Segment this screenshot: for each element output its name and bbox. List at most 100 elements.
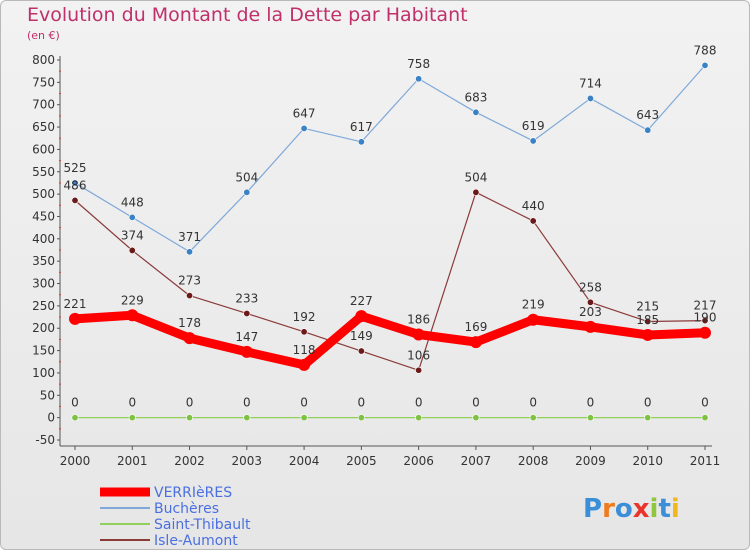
data-label: 0 [701, 396, 709, 410]
data-label: 788 [694, 43, 717, 57]
data-label: 504 [235, 170, 258, 184]
series-point [472, 188, 480, 196]
series-point [701, 61, 709, 69]
data-label: 486 [64, 178, 87, 192]
series-point [586, 414, 594, 422]
x-tick-label: 2001 [117, 454, 148, 468]
data-label: 647 [293, 106, 316, 120]
legend-label: VERRIèRES [154, 485, 232, 501]
series-point [644, 318, 652, 326]
data-label: 448 [121, 195, 144, 209]
series-point [243, 309, 251, 317]
series-line-3 [74, 191, 706, 371]
series-point [186, 414, 194, 422]
series-point [243, 414, 251, 422]
x-tick-label: 2009 [575, 454, 606, 468]
series-point [527, 313, 540, 326]
data-label: 258 [579, 280, 602, 294]
logo-letter: P [583, 494, 602, 524]
series-point [472, 108, 480, 116]
series-line-0 [70, 310, 710, 370]
data-label: 185 [636, 313, 659, 327]
data-label: 758 [407, 57, 430, 71]
series-point [415, 75, 423, 83]
series-point [243, 188, 251, 196]
y-tick-label: 700 [32, 98, 55, 112]
series-layer [69, 61, 711, 422]
legend-label: Isle-Aumont [154, 533, 238, 549]
series-point [300, 328, 308, 336]
y-tick-label: 100 [32, 366, 55, 380]
data-label: 118 [293, 343, 316, 357]
series-point [472, 414, 480, 422]
data-label: 0 [300, 396, 308, 410]
series-point [71, 196, 79, 204]
data-label: 190 [694, 311, 717, 325]
data-label: 714 [579, 76, 602, 90]
x-tick-label: 2003 [232, 454, 263, 468]
series-point [128, 246, 136, 254]
x-tick-label: 2008 [518, 454, 549, 468]
data-label: 186 [407, 312, 430, 326]
data-label: 149 [350, 329, 373, 343]
data-label: 0 [128, 396, 136, 410]
series-point [71, 414, 79, 422]
logo-letter: i [671, 494, 680, 524]
data-label: 504 [464, 170, 487, 184]
series-point [529, 137, 537, 145]
data-labels: 0 0 0 0 0 0 0 0 0 0 0 0 525 448 371 504 647 617 758 683 619 7… [64, 43, 717, 409]
series-point [529, 414, 537, 422]
series-point [186, 248, 194, 256]
series-point [357, 138, 365, 146]
y-tick-label: 600 [32, 142, 55, 156]
data-label: 619 [522, 119, 545, 133]
y-tick-label: 0 [47, 411, 55, 425]
data-label: 192 [293, 310, 316, 324]
series-point [701, 414, 709, 422]
y-tick-label: 450 [32, 209, 55, 223]
series-point [126, 309, 139, 322]
logo-text: Proxiti [583, 494, 680, 524]
series-point [641, 328, 654, 341]
data-label: 0 [71, 396, 79, 410]
data-label: 440 [522, 199, 545, 213]
x-tick-label: 2007 [461, 454, 492, 468]
series-point [701, 317, 709, 325]
series-point [357, 347, 365, 355]
y-tick-label: 300 [32, 277, 55, 291]
series-point [240, 345, 253, 358]
series-point [415, 366, 423, 374]
series-point [412, 328, 425, 341]
series-point [586, 298, 594, 306]
data-label: 147 [235, 330, 258, 344]
series-point [71, 179, 79, 187]
data-label: 0 [186, 396, 194, 410]
logo-letter: t [658, 494, 670, 524]
x-tick-label: 2000 [60, 454, 91, 468]
y-tick-label: 550 [32, 165, 55, 179]
y-tick-label: 200 [32, 321, 55, 335]
proxiti-logo: Proxiti [583, 494, 680, 524]
logo-letter: x [633, 494, 650, 524]
data-label: 0 [587, 396, 595, 410]
x-tick-label: 2011 [690, 454, 721, 468]
series-line-1 [74, 64, 706, 253]
series-point [415, 414, 423, 422]
data-label: 219 [522, 298, 545, 312]
data-label: 0 [644, 396, 652, 410]
x-tick-label: 2004 [289, 454, 320, 468]
y-tick-label: 50 [40, 388, 55, 402]
series-point [300, 414, 308, 422]
data-label: 178 [178, 316, 201, 330]
series-point [128, 213, 136, 221]
chart-subtitle: (en €) [27, 29, 60, 42]
data-label: 106 [407, 348, 430, 362]
data-label: 371 [178, 230, 201, 244]
legend-label: Buchères [154, 501, 219, 517]
y-tick-label: -50 [35, 433, 55, 447]
data-label: 525 [64, 161, 87, 175]
series-point [469, 336, 482, 349]
x-tick-label: 2005 [346, 454, 377, 468]
data-label: 0 [529, 396, 537, 410]
